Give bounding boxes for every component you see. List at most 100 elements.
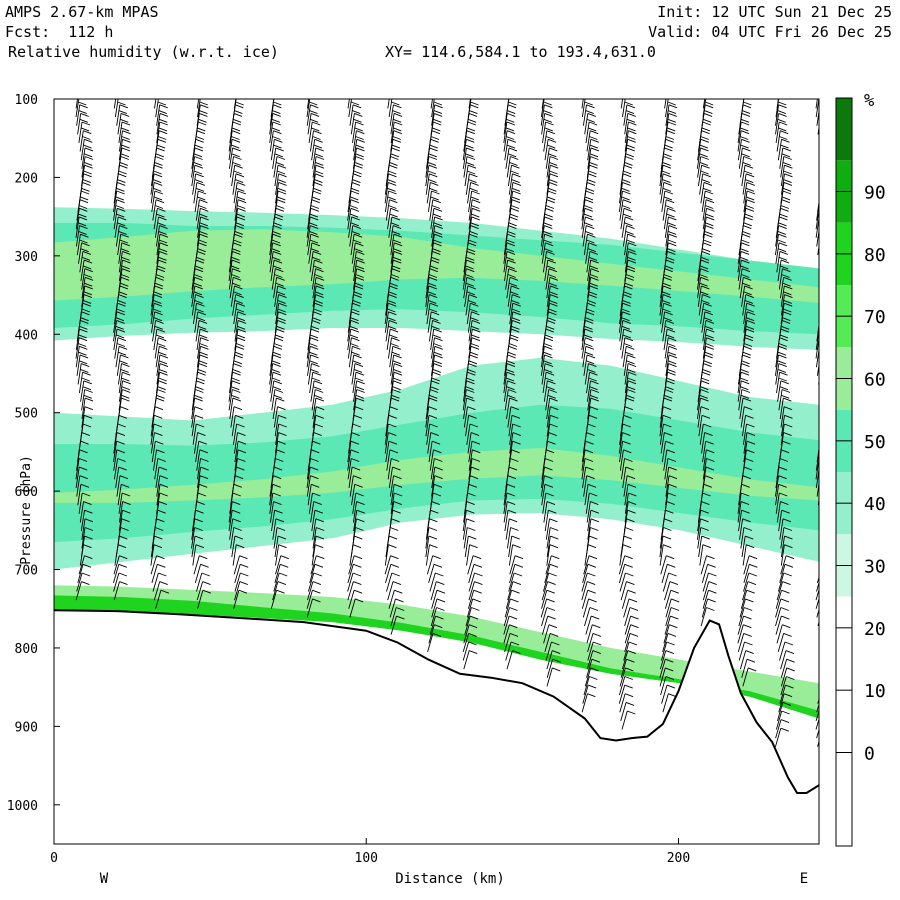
wind-barb	[742, 423, 755, 445]
wind-barb	[509, 181, 522, 204]
wind-barb	[662, 632, 677, 653]
wind-barb	[780, 156, 792, 178]
wind-barb	[347, 563, 362, 584]
wind-barb	[820, 625, 833, 644]
wind-barb	[659, 535, 672, 558]
wind-barb	[312, 285, 325, 307]
wind-barb	[584, 363, 597, 385]
wind-barb	[659, 294, 672, 316]
wind-barb	[385, 563, 400, 584]
wind-barb	[508, 535, 520, 558]
wind-barb	[234, 572, 249, 592]
wind-barb	[822, 148, 833, 169]
wind-barb	[818, 753, 819, 756]
wind-barb	[113, 555, 128, 575]
wind-barb	[546, 667, 561, 687]
wind-barb	[817, 322, 819, 333]
colorbar: 0 10 20 30 40 50 60 70 80 90	[835, 97, 886, 847]
wind-barb	[662, 693, 677, 713]
colorbar-label: 80	[864, 245, 886, 266]
wind-barb	[584, 544, 597, 566]
wind-barb	[390, 242, 403, 264]
wind-barb	[463, 501, 475, 523]
wind-barb	[386, 328, 399, 350]
wind-barb	[150, 302, 163, 325]
wind-barb	[312, 164, 325, 187]
wind-barb	[660, 276, 672, 299]
wind-barb	[389, 475, 402, 497]
wind-barb	[815, 99, 818, 109]
wind-barb	[309, 563, 324, 584]
wind-barb	[622, 466, 634, 489]
wind-barb	[150, 432, 163, 454]
wind-barb	[75, 99, 88, 118]
wind-barb	[546, 397, 558, 420]
wind-barb	[79, 130, 92, 152]
wind-barb	[741, 414, 754, 437]
wind-barb	[152, 199, 165, 221]
wind-barb	[349, 475, 362, 497]
wind-barb	[81, 397, 94, 420]
wind-barb	[818, 633, 819, 635]
wind-barb	[821, 502, 832, 523]
wind-barb	[581, 693, 596, 713]
wind-barb	[269, 475, 282, 497]
barb-column-12	[540, 99, 561, 687]
wind-barb	[150, 164, 163, 187]
wind-barb	[583, 555, 598, 575]
wind-barb	[624, 483, 637, 506]
wind-barb	[269, 363, 281, 385]
wind-barb	[270, 589, 285, 609]
wind-barb	[465, 294, 478, 316]
wind-barb	[546, 535, 559, 558]
barb-column-8	[384, 99, 405, 635]
wind-barb	[738, 112, 751, 135]
wind-barb	[154, 337, 167, 359]
wind-barb	[353, 509, 365, 532]
wind-barb	[587, 518, 600, 540]
wind-barb	[390, 121, 403, 143]
wind-barb	[505, 589, 520, 609]
wind-barb	[231, 164, 243, 187]
wind-barb	[306, 466, 319, 489]
wind-barb	[581, 99, 584, 109]
wind-barb	[269, 121, 281, 143]
wind-barb	[306, 104, 319, 126]
wind-barb	[509, 423, 521, 445]
wind-barb	[425, 414, 438, 437]
wind-barb	[77, 363, 90, 385]
wind-barb	[543, 624, 558, 644]
wind-barb	[777, 380, 789, 402]
wind-barb	[506, 527, 519, 549]
wind-barb	[822, 510, 833, 531]
wind-barb	[191, 285, 203, 307]
wind-barb	[229, 242, 242, 264]
wind-barb	[425, 397, 438, 420]
wind-barb	[195, 199, 208, 221]
wind-barb	[503, 615, 518, 635]
rh-layer-7	[54, 595, 819, 719]
wind-barb	[507, 406, 520, 428]
wind-barb	[820, 493, 831, 514]
init-time: Init: 12 UTC Sun 21 Dec 25	[657, 3, 892, 21]
wind-barb	[507, 285, 520, 307]
wind-barb	[192, 138, 204, 161]
wind-barb	[587, 138, 599, 161]
wind-barb	[156, 492, 168, 514]
wind-barb	[80, 138, 93, 161]
wind-barb	[385, 319, 398, 342]
wind-barb	[779, 397, 792, 420]
wind-barb	[78, 555, 93, 575]
wind-barb	[740, 527, 753, 549]
wind-barb	[275, 544, 287, 566]
wind-barb	[696, 147, 709, 169]
wind-barb	[352, 492, 364, 514]
wind-barb	[233, 432, 246, 454]
wind-barb	[388, 466, 401, 489]
wind-barb	[307, 483, 320, 506]
wind-barb	[389, 225, 402, 247]
wind-barb	[150, 555, 165, 575]
wind-barb	[75, 328, 88, 350]
wind-barb	[581, 581, 596, 601]
wind-barb	[586, 501, 599, 523]
